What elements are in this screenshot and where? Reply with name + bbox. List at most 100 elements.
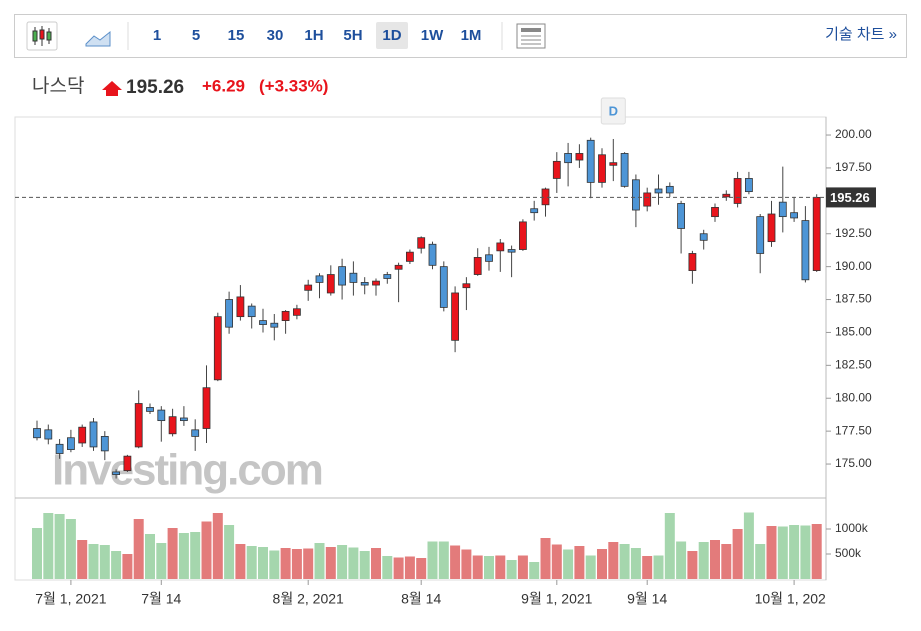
candle-icon[interactable] bbox=[26, 21, 58, 51]
interval-button[interactable]: 1M bbox=[461, 27, 482, 44]
candle-body bbox=[790, 212, 798, 219]
volume-bar bbox=[314, 543, 325, 579]
plot-frame bbox=[14, 116, 827, 581]
candle-body bbox=[179, 417, 188, 422]
dividend-marker[interactable] bbox=[600, 97, 626, 125]
volume-bar bbox=[777, 526, 788, 579]
volume-bar bbox=[393, 557, 404, 579]
volume-bar bbox=[32, 528, 42, 579]
interval-button[interactable]: 1 bbox=[153, 27, 161, 44]
interval-button[interactable]: 30 bbox=[267, 27, 284, 44]
area-icon[interactable] bbox=[85, 30, 111, 47]
volume-bar bbox=[721, 544, 732, 579]
candle-body bbox=[541, 188, 550, 206]
volume-bar bbox=[54, 514, 65, 579]
candle-body bbox=[711, 207, 719, 218]
candle-body bbox=[586, 139, 595, 183]
volume-bar bbox=[156, 543, 167, 579]
volume-bar bbox=[178, 533, 189, 579]
volume-bar bbox=[755, 544, 766, 579]
candle-body bbox=[372, 280, 380, 286]
volume-bar bbox=[811, 524, 822, 579]
volume-bar bbox=[676, 541, 687, 579]
volume-bar bbox=[167, 528, 178, 579]
candle-body bbox=[632, 179, 640, 211]
candle-body bbox=[451, 292, 460, 341]
volume-bar bbox=[111, 551, 122, 579]
y-tick-label: 197.50 bbox=[835, 160, 872, 174]
candle-body bbox=[349, 272, 358, 283]
candle-body bbox=[123, 455, 132, 472]
table-icon[interactable] bbox=[516, 23, 546, 49]
instrument-name: 나스닥 bbox=[32, 75, 84, 97]
interval-button[interactable]: 1D bbox=[382, 27, 401, 44]
candle-body bbox=[428, 243, 437, 266]
volume-bar bbox=[416, 558, 427, 579]
volume-bar bbox=[201, 521, 212, 579]
candle-body bbox=[304, 284, 313, 291]
volume-bar bbox=[619, 544, 630, 579]
interval-button[interactable]: 1H bbox=[304, 27, 323, 44]
candle-body bbox=[360, 282, 369, 286]
candle-body bbox=[620, 153, 629, 187]
candle-body bbox=[507, 249, 516, 253]
volume-bar bbox=[382, 556, 393, 579]
volume-bar bbox=[461, 549, 472, 579]
interval-button[interactable]: 5 bbox=[192, 27, 200, 44]
volume-bar bbox=[404, 556, 415, 579]
candle-body bbox=[67, 437, 75, 450]
volume-bar bbox=[800, 525, 811, 579]
volume-bar bbox=[212, 513, 223, 579]
volume-bar bbox=[258, 547, 268, 579]
watermark: Investing.com bbox=[52, 446, 322, 495]
candle-body bbox=[338, 266, 347, 286]
active-button-bg bbox=[376, 22, 408, 49]
interval-button[interactable]: 1W bbox=[421, 27, 444, 44]
candle-body bbox=[259, 320, 267, 325]
volume-bar bbox=[551, 544, 562, 579]
volume-bar bbox=[337, 545, 348, 579]
candle-body bbox=[315, 275, 324, 283]
candle-body bbox=[100, 436, 109, 452]
candle-body bbox=[699, 233, 708, 241]
toolbar bbox=[14, 14, 907, 58]
y-tick-label: 187.50 bbox=[835, 292, 872, 306]
candle-body bbox=[677, 203, 685, 229]
candle-body bbox=[417, 237, 426, 249]
y-tick-label: 192.50 bbox=[835, 226, 872, 240]
candle-body bbox=[191, 429, 200, 437]
candle-body bbox=[745, 178, 753, 193]
volume-bar bbox=[608, 542, 619, 579]
volume-bar bbox=[495, 555, 506, 579]
y-tick-label: 180.00 bbox=[835, 390, 872, 404]
candle-body bbox=[609, 162, 618, 166]
volume-bar bbox=[438, 541, 449, 579]
current-price-label: 195.26 bbox=[830, 190, 870, 205]
y-tick-label: 175.00 bbox=[835, 456, 872, 470]
x-tick-label: 9월 14 bbox=[627, 591, 667, 607]
dividend-marker-label: D bbox=[609, 103, 618, 118]
volume-bar bbox=[325, 547, 336, 579]
candle-body bbox=[112, 471, 120, 475]
candle-body bbox=[55, 443, 64, 454]
candle-body bbox=[778, 201, 787, 218]
volume-bar bbox=[484, 556, 494, 579]
volume-bar bbox=[529, 562, 540, 579]
volume-bar bbox=[766, 526, 777, 579]
candle-body bbox=[405, 251, 414, 262]
interval-button[interactable]: 5H bbox=[343, 27, 362, 44]
candle-body bbox=[225, 299, 234, 328]
volume-bar bbox=[291, 549, 302, 579]
volume-bar bbox=[642, 556, 653, 579]
volume-bar bbox=[88, 544, 99, 579]
volume-bar bbox=[371, 548, 381, 579]
candle-body bbox=[722, 193, 731, 198]
candle-body bbox=[598, 154, 606, 183]
volume-bar bbox=[653, 555, 664, 579]
candle-body bbox=[213, 316, 222, 381]
volume-bar bbox=[574, 546, 585, 579]
interval-button[interactable]: 15 bbox=[228, 27, 245, 44]
volume-bar bbox=[359, 551, 370, 579]
tech-chart-link[interactable]: 기술 차트 » bbox=[825, 26, 897, 43]
x-tick-label: 7월 14 bbox=[141, 591, 181, 607]
